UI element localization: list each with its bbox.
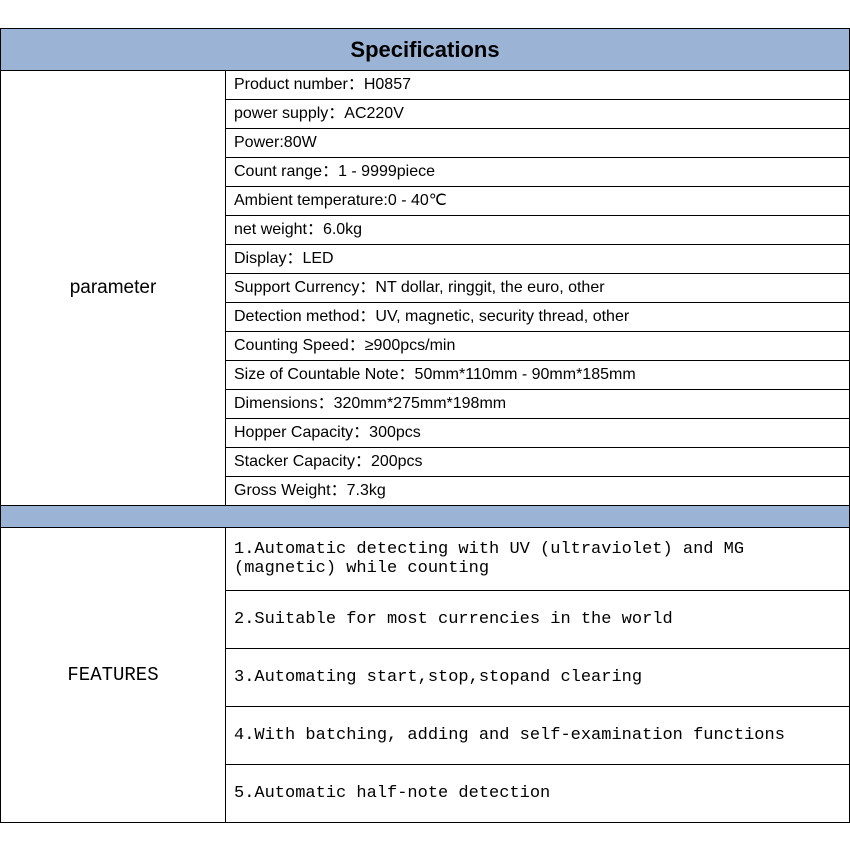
param-row: Power:80W	[226, 129, 850, 158]
feature-row: 4.With batching, adding and self-examina…	[226, 707, 850, 765]
param-row: Display：LED	[226, 245, 850, 274]
param-row: net weight：6.0kg	[226, 216, 850, 245]
param-row: Ambient temperature:0 - 40℃	[226, 187, 850, 216]
param-row: Product number：H0857	[226, 71, 850, 100]
header-row: Specifications	[1, 29, 850, 71]
divider-row	[1, 506, 850, 528]
param-row: Size of Countable Note：50mm*110mm - 90mm…	[226, 361, 850, 390]
param-row: Count range：1 - 9999piece	[226, 158, 850, 187]
param-row: Dimensions：320mm*275mm*198mm	[226, 390, 850, 419]
param-row: power supply：AC220V	[226, 100, 850, 129]
specifications-table: Specifications parameter Product number：…	[0, 28, 850, 823]
feature-row: 3.Automating start,stop,stopand clearing	[226, 649, 850, 707]
param-row: Gross Weight：7.3kg	[226, 477, 850, 506]
param-row: Counting Speed：≥900pcs/min	[226, 332, 850, 361]
feature-row: 5.Automatic half-note detection	[226, 765, 850, 823]
feature-row: 1.Automatic detecting with UV (ultraviol…	[226, 528, 850, 591]
param-row: Detection method：UV, magnetic, security …	[226, 303, 850, 332]
param-row: Hopper Capacity：300pcs	[226, 419, 850, 448]
param-row: Stacker Capacity：200pcs	[226, 448, 850, 477]
param-row: Support Currency：NT dollar, ringgit, the…	[226, 274, 850, 303]
header-title: Specifications	[1, 29, 850, 71]
features-label: FEATURES	[1, 528, 226, 823]
parameter-label: parameter	[1, 71, 226, 506]
feature-row: 2.Suitable for most currencies in the wo…	[226, 591, 850, 649]
